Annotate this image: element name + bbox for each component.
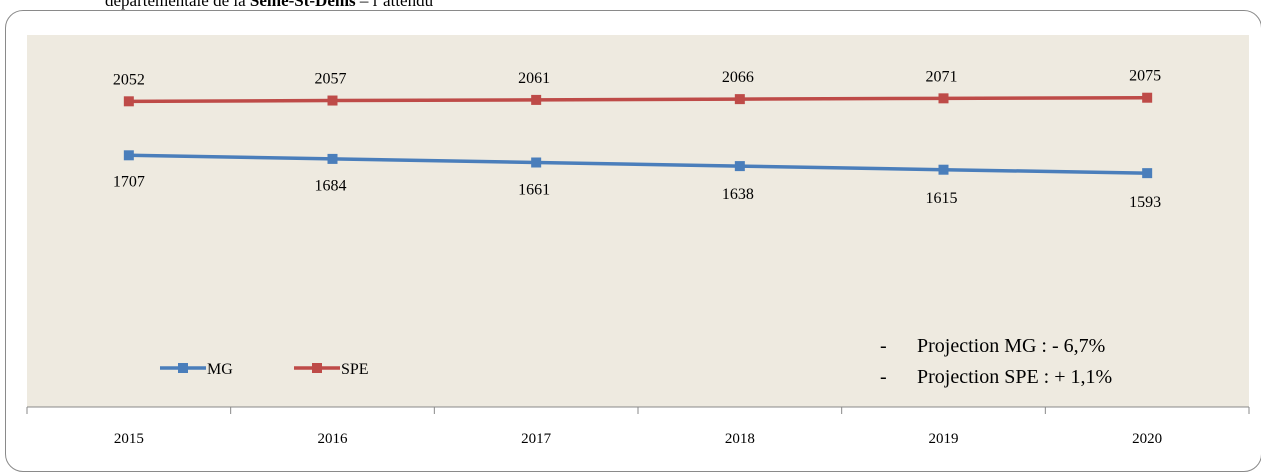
marker-spe <box>1142 92 1153 103</box>
x-tick-label: 2015 <box>114 431 144 447</box>
marker-mg <box>531 157 542 168</box>
x-tick-label: 2016 <box>318 431 349 447</box>
data-label-mg: 1638 <box>722 186 754 203</box>
marker-spe <box>123 96 134 107</box>
marker-mg <box>123 150 134 161</box>
data-label-mg: 1593 <box>1129 194 1161 211</box>
figure-caption: départementale de la Seine-St-Denis – l’… <box>105 0 433 11</box>
x-tick-label: 2020 <box>1132 431 1162 447</box>
annotation-text: Projection MG : - 6,7% <box>917 335 1105 357</box>
x-tick-label: 2017 <box>521 431 552 447</box>
line-chart: 2015 2016 2017 2018 2019 2020 1707 1684 1661 1638… <box>26 35 1250 447</box>
legend-marker-spe <box>312 363 322 373</box>
x-tick-label: 2019 <box>929 431 959 447</box>
data-label-mg: 1684 <box>315 178 347 195</box>
marker-spe <box>938 93 949 104</box>
legend-marker-mg <box>178 363 188 373</box>
caption-prefix: départementale de la <box>105 0 250 10</box>
marker-spe <box>531 94 542 105</box>
marker-mg <box>734 161 745 172</box>
data-label-spe: 2057 <box>315 71 347 88</box>
marker-spe <box>327 95 338 106</box>
data-label-mg: 1615 <box>926 190 958 207</box>
caption-suffix: – l’attendu <box>355 0 434 10</box>
marker-mg <box>938 164 949 175</box>
data-label-spe: 2061 <box>518 70 550 87</box>
data-label-spe: 2052 <box>113 71 145 88</box>
data-label-mg: 1707 <box>113 173 145 190</box>
x-tick-label: 2018 <box>725 431 755 447</box>
annotation-bullet: - <box>880 366 887 388</box>
marker-mg <box>327 153 338 164</box>
series-line-spe <box>128 95 1148 104</box>
marker-spe <box>734 94 745 105</box>
data-label-mg: 1661 <box>518 182 550 199</box>
data-label-spe: 2066 <box>722 69 754 86</box>
legend-label-mg: MG <box>207 361 233 378</box>
annotation-text: Projection SPE : + 1,1% <box>917 366 1112 388</box>
legend-label-spe: SPE <box>341 361 369 378</box>
marker-mg <box>1142 168 1153 179</box>
annotation-bullet: - <box>880 335 887 357</box>
series-line-mg <box>128 153 1148 175</box>
data-label-spe: 2075 <box>1129 68 1161 85</box>
caption-bold: Seine-St-Denis <box>249 0 356 10</box>
data-label-spe: 2071 <box>926 68 958 85</box>
